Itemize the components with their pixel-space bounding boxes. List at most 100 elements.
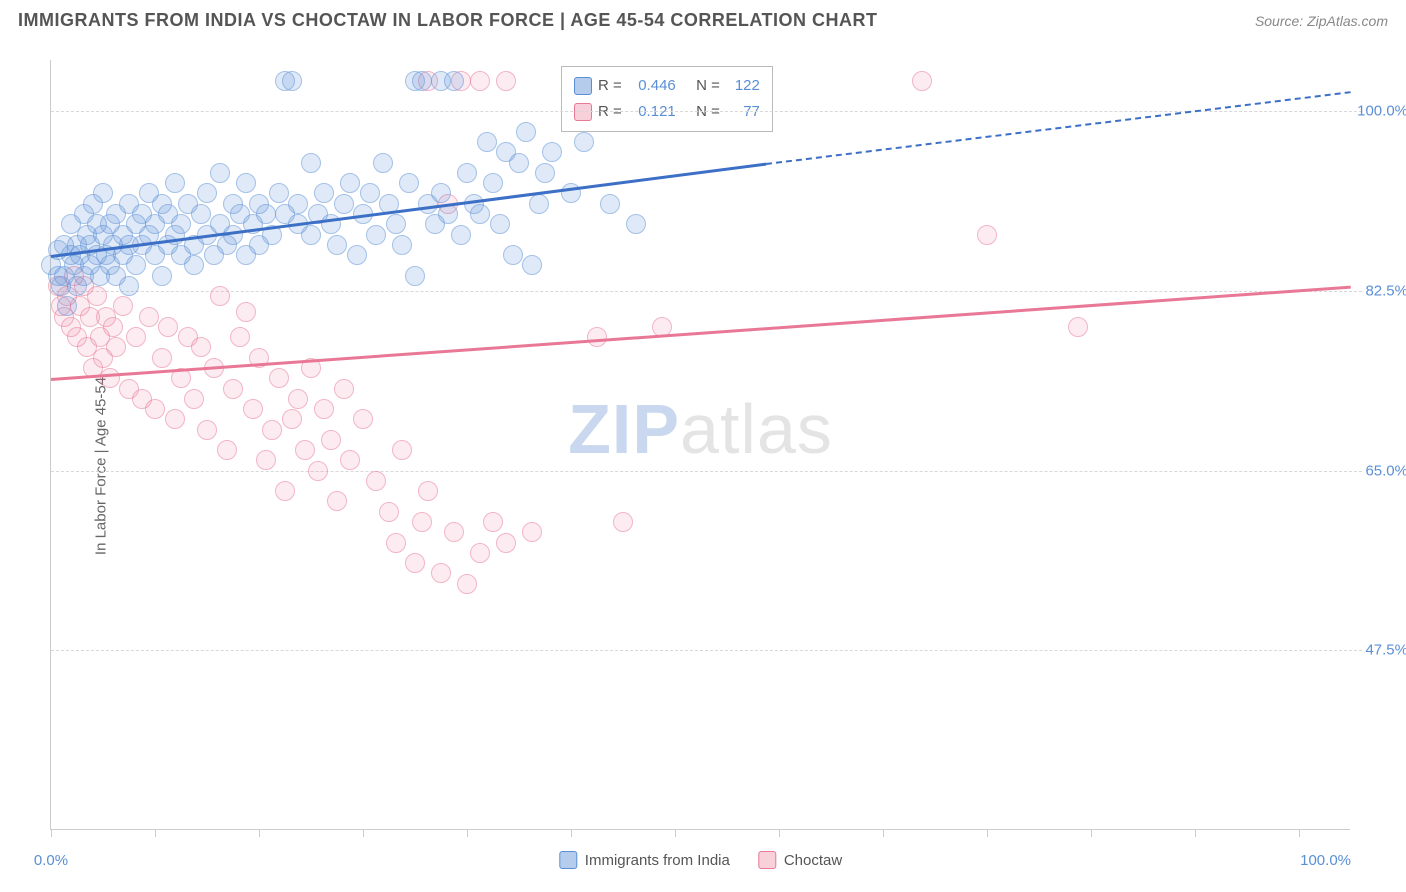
swatch-blue-icon (574, 77, 592, 95)
watermark-atlas: atlas (680, 390, 833, 468)
x-tick (1091, 829, 1092, 837)
scatter-point-series1 (334, 194, 354, 214)
source-name: ZipAtlas.com (1307, 13, 1388, 29)
x-tick (1195, 829, 1196, 837)
x-tick-label: 0.0% (34, 852, 68, 869)
scatter-point-series1 (171, 214, 191, 234)
scatter-point-series2 (197, 420, 217, 440)
r-value-series1: 0.446 (628, 73, 676, 99)
scatter-point-series2 (100, 368, 120, 388)
scatter-point-series1 (366, 225, 386, 245)
x-tick (363, 829, 364, 837)
scatter-point-series1 (327, 235, 347, 255)
scatter-point-series2 (412, 512, 432, 532)
y-tick-label: 82.5% (1365, 283, 1406, 300)
n-label: N = (696, 73, 720, 99)
scatter-point-series2 (106, 337, 126, 357)
scatter-point-series1 (457, 163, 477, 183)
scatter-point-series2 (483, 512, 503, 532)
scatter-point-series1 (197, 183, 217, 203)
scatter-point-series1 (626, 214, 646, 234)
x-tick (883, 829, 884, 837)
scatter-point-series2 (158, 317, 178, 337)
scatter-point-series1 (431, 183, 451, 203)
scatter-point-series2 (496, 533, 516, 553)
stats-legend: R = 0.446 N = 122 R = 0.121 N = 77 (561, 66, 773, 132)
scatter-point-series1 (165, 173, 185, 193)
scatter-point-series2 (496, 71, 516, 91)
scatter-point-series1 (451, 225, 471, 245)
scatter-point-series2 (275, 481, 295, 501)
scatter-point-series1 (301, 225, 321, 245)
scatter-point-series1 (483, 173, 503, 193)
x-tick (987, 829, 988, 837)
x-tick (1299, 829, 1300, 837)
scatter-point-series2 (191, 337, 211, 357)
scatter-point-series2 (613, 512, 633, 532)
scatter-point-series2 (103, 317, 123, 337)
scatter-point-series1 (256, 204, 276, 224)
scatter-point-series2 (386, 533, 406, 553)
gridline-h (51, 111, 1362, 112)
scatter-point-series2 (243, 399, 263, 419)
legend-item-series1: Immigrants from India (559, 851, 730, 869)
scatter-point-series2 (1068, 317, 1088, 337)
series-legend: Immigrants from India Choctaw (559, 851, 842, 869)
scatter-point-series2 (223, 379, 243, 399)
scatter-point-series1 (360, 183, 380, 203)
scatter-point-series1 (314, 183, 334, 203)
scatter-point-series1 (574, 132, 594, 152)
scatter-point-series1 (301, 153, 321, 173)
scatter-point-series1 (340, 173, 360, 193)
scatter-point-series2 (236, 302, 256, 322)
scatter-point-series2 (269, 368, 289, 388)
scatter-point-series2 (418, 481, 438, 501)
scatter-point-series2 (977, 225, 997, 245)
swatch-blue-icon (559, 851, 577, 869)
scatter-point-series1 (542, 142, 562, 162)
scatter-point-series2 (262, 420, 282, 440)
scatter-point-series1 (405, 266, 425, 286)
scatter-point-series2 (184, 389, 204, 409)
scatter-point-series2 (217, 440, 237, 460)
chart-header: IMMIGRANTS FROM INDIA VS CHOCTAW IN LABO… (0, 0, 1406, 39)
scatter-point-series2 (912, 71, 932, 91)
scatter-point-series1 (184, 255, 204, 275)
x-tick (155, 829, 156, 837)
source-attribution: Source: ZipAtlas.com (1255, 13, 1388, 29)
scatter-point-series1 (57, 296, 77, 316)
scatter-point-series1 (236, 173, 256, 193)
scatter-point-series1 (282, 71, 302, 91)
scatter-point-series2 (392, 440, 412, 460)
scatter-point-series1 (509, 153, 529, 173)
scatter-point-series2 (230, 327, 250, 347)
legend-label-series1: Immigrants from India (585, 852, 730, 869)
scatter-point-series1 (373, 153, 393, 173)
scatter-point-series1 (210, 163, 230, 183)
scatter-point-series1 (412, 71, 432, 91)
scatter-point-series2 (327, 491, 347, 511)
scatter-point-series2 (522, 522, 542, 542)
chart-container: In Labor Force | Age 45-54 ZIPatlas R = … (0, 40, 1406, 892)
scatter-point-series2 (431, 563, 451, 583)
x-tick (51, 829, 52, 837)
scatter-point-series1 (269, 183, 289, 203)
gridline-h (51, 471, 1362, 472)
scatter-point-series1 (119, 276, 139, 296)
scatter-point-series1 (126, 255, 146, 275)
scatter-point-series1 (516, 122, 536, 142)
scatter-point-series1 (152, 266, 172, 286)
scatter-point-series2 (288, 389, 308, 409)
scatter-point-series2 (444, 522, 464, 542)
trendline-series1-dashed (766, 91, 1351, 165)
scatter-point-series2 (139, 307, 159, 327)
scatter-point-series2 (379, 502, 399, 522)
scatter-point-series1 (477, 132, 497, 152)
scatter-point-series1 (522, 255, 542, 275)
y-tick-label: 100.0% (1357, 103, 1406, 120)
stats-row-series1: R = 0.446 N = 122 (574, 73, 760, 99)
n-value-series1: 122 (726, 73, 760, 99)
chart-title: IMMIGRANTS FROM INDIA VS CHOCTAW IN LABO… (18, 10, 878, 31)
scatter-point-series2 (353, 409, 373, 429)
scatter-point-series2 (405, 553, 425, 573)
